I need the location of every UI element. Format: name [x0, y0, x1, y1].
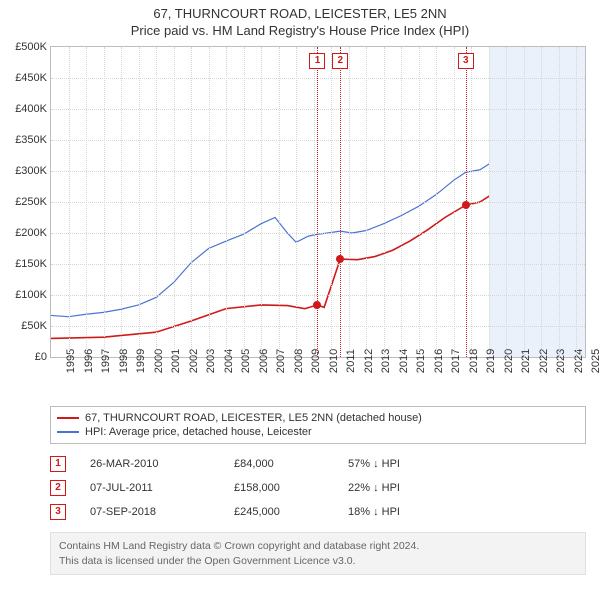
grid-line-v [209, 47, 210, 357]
y-tick-label: £400K [15, 103, 47, 115]
sale-marker-line [317, 47, 318, 357]
footer-line1: Contains HM Land Registry data © Crown c… [59, 539, 577, 554]
sale-marker-box: 2 [332, 53, 348, 69]
sale-date: 07-JUL-2011 [90, 482, 210, 494]
grid-line-v [279, 47, 280, 357]
sale-price: £84,000 [234, 458, 324, 470]
legend-row-property: 67, THURNCOURT ROAD, LEICESTER, LE5 2NN … [57, 411, 579, 425]
grid-line-v [121, 47, 122, 357]
y-tick-label: £150K [15, 258, 47, 270]
sale-marker-icon: 2 [50, 480, 66, 496]
grid-line-v [401, 47, 402, 357]
sale-date: 07-SEP-2018 [90, 506, 210, 518]
sale-marker-line [340, 47, 341, 357]
grid-line-v [191, 47, 192, 357]
sale-marker-box: 1 [309, 53, 325, 69]
grid-line-v [471, 47, 472, 357]
legend-row-hpi: HPI: Average price, detached house, Leic… [57, 425, 579, 439]
sale-marker-dot [462, 201, 470, 209]
y-tick-label: £450K [15, 72, 47, 84]
footer-line2: This data is licensed under the Open Gov… [59, 554, 577, 569]
legend-swatch [57, 417, 79, 419]
grid-line-v [436, 47, 437, 357]
grid-line-v [419, 47, 420, 357]
sales-table: 1 26-MAR-2010 £84,000 57% ↓ HPI 2 07-JUL-2011… [50, 452, 586, 524]
plot-area: £0£50K£100K£150K£200K£250K£300K£350K£400… [50, 46, 586, 358]
sale-delta: 22% ↓ HPI [348, 482, 400, 494]
legend: 67, THURNCOURT ROAD, LEICESTER, LE5 2NN … [50, 406, 586, 444]
sale-marker-dot [313, 301, 321, 309]
y-tick-label: £350K [15, 134, 47, 146]
grid-line-v [384, 47, 385, 357]
sale-row: 1 26-MAR-2010 £84,000 57% ↓ HPI [50, 452, 586, 476]
y-tick-label: £0 [35, 351, 47, 363]
grid-line-v [524, 47, 525, 357]
legend-label: HPI: Average price, detached house, Leic… [85, 426, 312, 438]
y-tick-label: £500K [15, 41, 47, 53]
title-block: 67, THURNCOURT ROAD, LEICESTER, LE5 2NN … [0, 0, 600, 38]
grid-line-v [139, 47, 140, 357]
sale-row: 3 07-SEP-2018 £245,000 18% ↓ HPI [50, 500, 586, 524]
y-tick-label: £100K [15, 289, 47, 301]
chart-container: 67, THURNCOURT ROAD, LEICESTER, LE5 2NN … [0, 0, 600, 575]
sale-delta: 18% ↓ HPI [348, 506, 400, 518]
grid-line-v [296, 47, 297, 357]
grid-line-v [559, 47, 560, 357]
sale-marker-icon: 1 [50, 456, 66, 472]
sale-row: 2 07-JUL-2011 £158,000 22% ↓ HPI [50, 476, 586, 500]
grid-line-v [576, 47, 577, 357]
grid-line-v [506, 47, 507, 357]
y-tick-label: £200K [15, 227, 47, 239]
grid-line-v [244, 47, 245, 357]
grid-line-v [541, 47, 542, 357]
sale-marker-icon: 3 [50, 504, 66, 520]
x-tick-label: 2025 [576, 349, 600, 373]
y-tick-label: £300K [15, 165, 47, 177]
grid-line-v [156, 47, 157, 357]
sale-price: £245,000 [234, 506, 324, 518]
y-tick-label: £250K [15, 196, 47, 208]
y-tick-label: £50K [21, 320, 47, 332]
grid-line-v [349, 47, 350, 357]
grid-line-v [331, 47, 332, 357]
sale-marker-box: 3 [458, 53, 474, 69]
grid-line-v [314, 47, 315, 357]
grid-line-v [69, 47, 70, 357]
sale-delta: 57% ↓ HPI [348, 458, 400, 470]
title-main: 67, THURNCOURT ROAD, LEICESTER, LE5 2NN [0, 6, 600, 21]
grid-line-v [86, 47, 87, 357]
sale-price: £158,000 [234, 482, 324, 494]
sale-date: 26-MAR-2010 [90, 458, 210, 470]
sale-marker-dot [336, 255, 344, 263]
footer: Contains HM Land Registry data © Crown c… [50, 532, 586, 575]
legend-swatch [57, 431, 79, 433]
grid-line-v [226, 47, 227, 357]
grid-line-v [104, 47, 105, 357]
grid-line-v [366, 47, 367, 357]
title-sub: Price paid vs. HM Land Registry's House … [0, 23, 600, 38]
grid-line-v [261, 47, 262, 357]
grid-line-v [454, 47, 455, 357]
grid-line-v [489, 47, 490, 357]
legend-label: 67, THURNCOURT ROAD, LEICESTER, LE5 2NN … [85, 412, 422, 424]
grid-line-v [174, 47, 175, 357]
